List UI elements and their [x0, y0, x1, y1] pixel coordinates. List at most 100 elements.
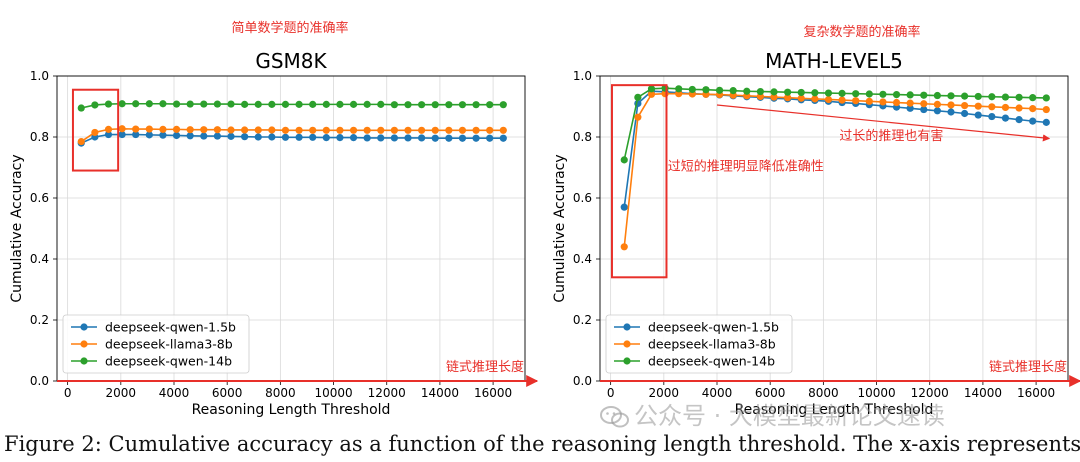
data-point: [688, 85, 696, 94]
data-point: [104, 100, 113, 108]
data-point: [852, 90, 860, 98]
data-point: [620, 243, 628, 251]
data-point: [445, 126, 453, 134]
data-point: [933, 107, 941, 115]
data-point: [865, 90, 873, 98]
data-point: [268, 100, 276, 108]
series-deepseek-qwen-1.5b: [77, 130, 507, 147]
data-point: [281, 126, 290, 134]
legend-swatch-marker: [80, 323, 88, 331]
data-point: [254, 100, 262, 108]
data-point: [634, 93, 642, 101]
data-point: [824, 95, 833, 104]
data-point: [1015, 93, 1023, 101]
legend-entry: deepseek-llama3-8b: [648, 337, 776, 352]
data-point: [404, 134, 412, 142]
data-point: [920, 91, 928, 99]
data-point: [458, 134, 467, 142]
data-point: [322, 126, 330, 134]
data-point: [920, 105, 928, 114]
data-point: [1042, 118, 1050, 126]
legend-swatch-marker: [80, 357, 88, 365]
data-point: [974, 102, 982, 110]
legend: deepseek-qwen-1.5b deepseek-llama3-8b deep…: [605, 314, 793, 374]
x-arrow-label: 链式推理长度: [989, 359, 1067, 375]
x-tick-label: 12000: [911, 386, 949, 400]
data-point: [797, 88, 805, 97]
data-point: [756, 87, 764, 96]
y-tick-label: 0.0: [573, 374, 592, 388]
data-point: [336, 126, 344, 134]
data-point: [784, 88, 792, 96]
highlight-box: [71, 88, 120, 172]
data-point: [458, 101, 467, 109]
data-point: [322, 100, 330, 108]
data-point: [322, 134, 330, 142]
data-point: [77, 104, 85, 112]
data-point: [1001, 93, 1010, 101]
data-point: [186, 100, 194, 108]
data-point: [363, 134, 371, 142]
data-point: [784, 94, 792, 102]
data-point: [499, 126, 507, 134]
y-tick-label: 0.6: [573, 191, 592, 205]
data-point: [811, 89, 819, 97]
y-tick-label: 0.2: [573, 313, 592, 327]
x-tick-label: 4000: [159, 386, 190, 400]
data-point: [445, 101, 453, 109]
data-point: [988, 112, 996, 121]
x-tick-label: 14000: [964, 386, 1002, 400]
data-point: [132, 130, 140, 139]
data-point: [281, 133, 290, 141]
data-point: [404, 126, 412, 134]
data-point: [472, 134, 480, 142]
data-point: [186, 132, 194, 140]
data-point: [159, 131, 167, 139]
data-point: [458, 126, 467, 134]
x-arrow-label: 链式推理长度: [446, 359, 524, 375]
watermark-text: 公众号 · 大模型最新论文速读: [634, 402, 945, 430]
series-deepseek-qwen-14b: [77, 100, 507, 112]
x-tick-label: 6000: [755, 386, 786, 400]
data-point: [309, 126, 317, 134]
data-point: [647, 85, 656, 93]
data-point: [431, 101, 439, 109]
x-tick-label: 0: [607, 386, 615, 400]
data-point: [132, 125, 140, 133]
data-point: [770, 93, 778, 101]
data-point: [200, 126, 208, 134]
data-point: [1029, 117, 1037, 125]
data-point: [118, 130, 126, 139]
data-point: [309, 133, 317, 141]
trend-arrow: [716, 104, 1051, 142]
y-tick-label: 0.2: [30, 313, 49, 327]
series-deepseek-llama3-8b: [77, 125, 507, 146]
data-point: [974, 92, 982, 101]
data-point: [390, 126, 398, 134]
data-point: [241, 100, 249, 108]
y-tick-label: 0.8: [30, 130, 49, 144]
chart-panel-2: 0 2000 4000 6000 8000 10000 12000 14000 16000 0.0…: [552, 24, 1080, 418]
data-point: [200, 132, 208, 140]
data-point: [906, 104, 914, 112]
data-point: [377, 134, 385, 142]
y-tick-label: 0.6: [30, 191, 49, 205]
data-point: [390, 101, 398, 109]
data-point: [295, 100, 303, 108]
data-point: [647, 90, 656, 98]
data-point: [811, 95, 819, 103]
figure-canvas: 0 2000 4000 6000 8000 10000 12000 14000 16000 0.0…: [9, 20, 1080, 418]
y-axis-label: Cumulative Accuracy: [9, 154, 25, 302]
data-point: [499, 101, 507, 109]
data-point: [947, 108, 955, 116]
legend-entry: deepseek-qwen-14b: [648, 354, 775, 369]
data-point: [988, 103, 996, 111]
figure-caption: Figure 2: Cumulative accuracy as a funct…: [4, 432, 1080, 456]
y-tick-label: 0.0: [30, 374, 49, 388]
data-point: [91, 128, 99, 137]
data-point: [186, 126, 194, 134]
data-point: [486, 101, 494, 109]
data-point: [947, 101, 955, 109]
data-point: [390, 134, 398, 142]
wechat-icon: [600, 406, 629, 428]
